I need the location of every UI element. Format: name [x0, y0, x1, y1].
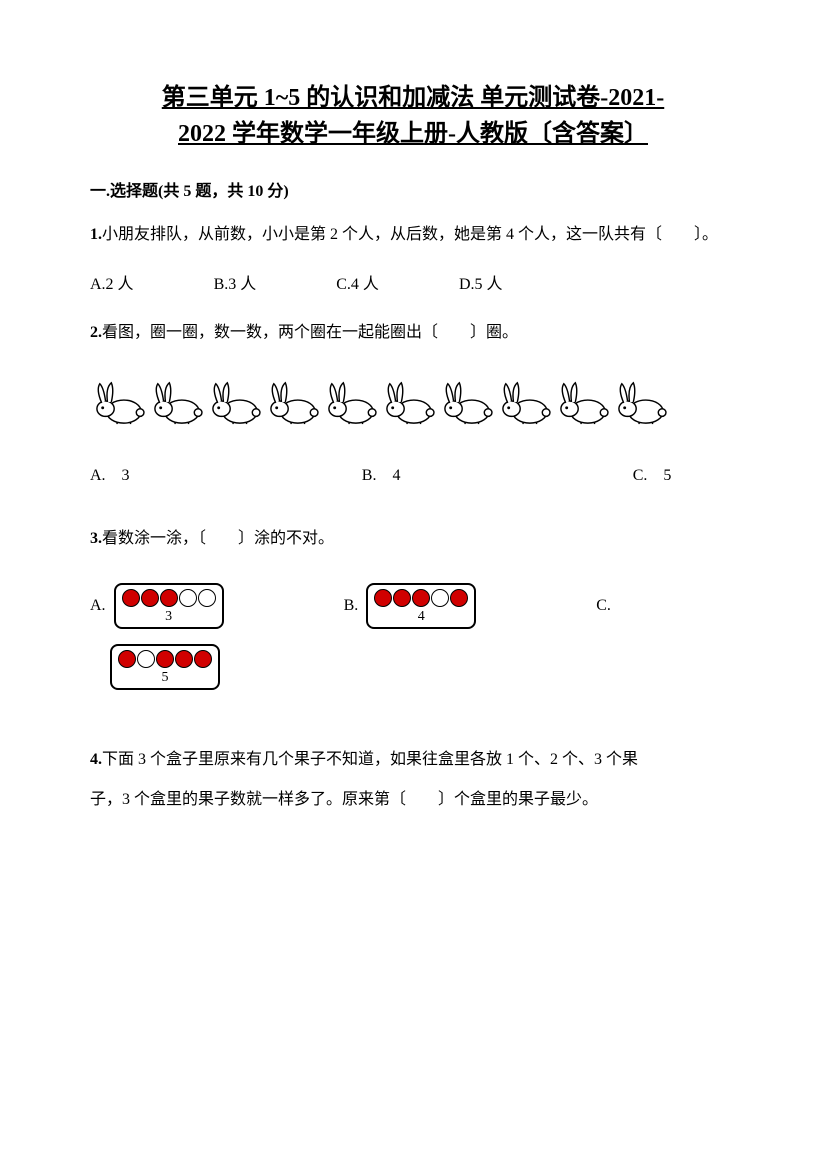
title-line-1: 第三单元 1~5 的认识和加减法 单元测试卷-2021-	[162, 85, 664, 111]
dot-filled	[160, 589, 178, 607]
q3-option-c-label: C.	[596, 597, 611, 615]
rabbit-icon	[380, 378, 438, 426]
dot-filled	[393, 589, 411, 607]
q3-option-b-label: B.	[344, 597, 359, 615]
q3-options-row1: A. 3 B. 4 C.	[90, 583, 736, 629]
q3-box-c-number: 5	[118, 670, 212, 686]
q3-text: 看数涂一涂，〔 〕涂的不对。	[102, 530, 334, 547]
question-3: 3.看数涂一涂，〔 〕涂的不对。	[90, 525, 736, 554]
question-2: 2.看图，圈一圈，数一数，两个圈在一起能圈出〔 〕圈。	[90, 319, 736, 348]
rabbit-icon	[554, 378, 612, 426]
q1-option-d: D.5 人	[459, 270, 503, 294]
dot-filled	[122, 589, 140, 607]
q1-text: 小朋友排队，从前数，小小是第 2 个人，从后数，她是第 4 个人，这一队共有〔 …	[102, 226, 718, 243]
q1-options: A.2 人 B.3 人 C.4 人 D.5 人	[90, 270, 736, 294]
rabbit-icon	[322, 378, 380, 426]
dot-filled	[141, 589, 159, 607]
rabbits-illustration	[90, 378, 736, 426]
q1-number: 1.	[90, 226, 102, 243]
question-4: 4.下面 3 个盒子里原来有几个果子不知道，如果往盒里各放 1 个、2 个、3 …	[90, 740, 736, 820]
q3-number: 3.	[90, 530, 102, 547]
q4-text-line1: 下面 3 个盒子里原来有几个果子不知道，如果往盒里各放 1 个、2 个、3 个果	[102, 751, 638, 768]
dot-filled	[374, 589, 392, 607]
rabbit-icon	[612, 378, 670, 426]
rabbit-icon	[90, 378, 148, 426]
rabbit-icon	[496, 378, 554, 426]
q3-box-c: 5	[110, 644, 220, 690]
section-header: 一.选择题(共 5 题，共 10 分)	[90, 177, 736, 201]
dot-filled	[118, 650, 136, 668]
dot-filled	[194, 650, 212, 668]
dot-empty	[137, 650, 155, 668]
q1-option-c: C.4 人	[336, 270, 379, 294]
question-1: 1.小朋友排队，从前数，小小是第 2 个人，从后数，她是第 4 个人，这一队共有…	[90, 221, 736, 250]
q2-number: 2.	[90, 324, 102, 341]
q2-options: A. 3 B. 4 C. 5	[90, 461, 671, 485]
dot-filled	[412, 589, 430, 607]
q3-box-a-number: 3	[122, 609, 216, 625]
q1-option-b: B.3 人	[214, 270, 257, 294]
q3-options-row2: 5	[110, 644, 736, 690]
document-title: 第三单元 1~5 的认识和加减法 单元测试卷-2021- 2022 学年数学一年…	[90, 80, 736, 152]
dot-empty	[431, 589, 449, 607]
dot-empty	[198, 589, 216, 607]
rabbit-icon	[148, 378, 206, 426]
q2-option-a: A. 3	[90, 461, 130, 485]
q2-option-b: B. 4	[362, 461, 401, 485]
q3-box-b-number: 4	[374, 609, 468, 625]
dot-filled	[450, 589, 468, 607]
dot-empty	[179, 589, 197, 607]
q3-box-b: 4	[366, 583, 476, 629]
rabbit-icon	[264, 378, 322, 426]
q3-option-a-label: A.	[90, 597, 106, 615]
dot-filled	[175, 650, 193, 668]
q2-text: 看图，圈一圈，数一数，两个圈在一起能圈出〔 〕圈。	[102, 324, 518, 341]
q1-option-a: A.2 人	[90, 270, 134, 294]
q4-text-line2: 子，3 个盒里的果子数就一样多了。原来第〔 〕个盒里的果子最少。	[90, 780, 736, 820]
q4-number: 4.	[90, 751, 102, 768]
rabbit-icon	[206, 378, 264, 426]
q2-option-c: C. 5	[633, 461, 672, 485]
title-line-2: 2022 学年数学一年级上册-人教版〔含答案〕	[178, 121, 648, 147]
dot-filled	[156, 650, 174, 668]
q3-box-a: 3	[114, 583, 224, 629]
rabbit-icon	[438, 378, 496, 426]
